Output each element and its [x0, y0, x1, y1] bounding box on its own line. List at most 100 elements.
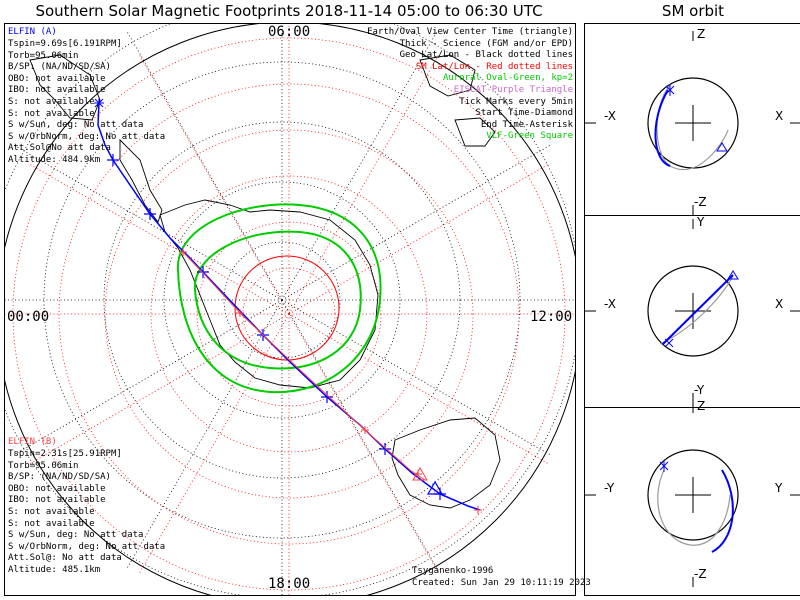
elfin-b-tick — [361, 426, 369, 434]
orbit-earth-circle — [647, 265, 739, 357]
elfin-a-center-triangle — [426, 480, 444, 495]
elfin-b-info-line: Altitude: 485.1km — [8, 565, 101, 575]
elfin-a-info-line: Att.Sol@No att data — [8, 143, 111, 154]
orbit-divider-1 — [584, 215, 800, 216]
elfin-b-info-line: Att.Sol@: No att data — [8, 553, 122, 564]
coastline — [454, 117, 496, 147]
sm-lon-line — [138, 53, 290, 315]
orbit-earth-circle — [647, 449, 739, 541]
clock-label-bottom: 18:00 — [268, 576, 311, 592]
coastline — [119, 138, 163, 223]
elfin-a-name: ELFIN (A) — [8, 27, 57, 37]
orbit-axis-label-bottom: -Y — [694, 383, 705, 397]
elfin-b-info-line: S: not available — [8, 518, 95, 529]
geo-lon-line — [13, 144, 283, 301]
orbit-b-path — [659, 275, 734, 345]
legend-item: VLF-Green Square — [486, 131, 573, 142]
sm-lon-line — [28, 163, 290, 315]
legend-item: Thick - Science (FGM and/or EPD) — [399, 38, 573, 49]
orbit-axis-label-right: X — [775, 109, 784, 123]
legend-item: End Time-Asterisk — [480, 119, 573, 130]
elfin-a-info-line: S w/Sun, deg: No att data — [8, 120, 144, 131]
orbit-panels-frame — [584, 23, 800, 596]
orbit-axis-label-top: Z — [697, 399, 706, 413]
sm-lon-line — [138, 313, 290, 575]
legend-item: EISCAT-Purple Triangle — [453, 85, 573, 95]
sm-lon-line — [288, 313, 440, 575]
elfin-a-info-line: Altitude: 484.9km — [8, 155, 101, 165]
elfin-b-info-line: OBO: not available — [8, 483, 106, 494]
legend-item: SM Lat/Lon - Red dotted lines — [415, 61, 573, 72]
auroral-oval-outer — [176, 203, 382, 394]
elfin-b-tick — [474, 506, 482, 514]
elfin-a-tick — [144, 208, 156, 220]
geo-lon-line — [281, 144, 551, 301]
elfin-a-info-line: S w/OrbNorm, deg: No att data — [8, 131, 166, 142]
clock-label-right: 12:00 — [530, 309, 573, 325]
elfin-b-name: ELFIN (B) — [8, 437, 57, 447]
coastline — [391, 417, 501, 509]
footprint-map-frame — [4, 23, 576, 596]
orbit-a-path — [711, 469, 734, 553]
geo-lon-line — [281, 299, 551, 456]
coastline — [159, 199, 379, 389]
geo-lon-line — [126, 31, 283, 301]
clock-label-left: 00:00 — [7, 309, 50, 325]
sm-lat-circle — [12, 37, 566, 591]
coastline — [419, 54, 476, 97]
orbit-a-asterisk — [665, 84, 675, 96]
orbit-a-asterisk — [664, 338, 674, 348]
sm-inner-circle — [234, 255, 340, 361]
geo-lon-line — [281, 31, 438, 301]
clock-label-top: 06:00 — [268, 24, 311, 40]
orbit-axis-label-bottom: -Z — [694, 195, 707, 209]
orbit-a-asterisk — [659, 460, 669, 472]
elfin-b-tick — [179, 248, 187, 256]
legend-item: Start Time-Diamond — [475, 108, 573, 119]
orbit-axis-label-left: -X — [604, 297, 616, 311]
orbit-a-triangle — [727, 270, 739, 280]
orbit-a-triangle — [716, 142, 728, 152]
elfin-a-info-line: OBO: not available — [8, 73, 106, 84]
elfin-b-info-line: Tspin=2.31s[25.91RPM] — [8, 449, 122, 459]
legend-item: Auroral Oval-Green, kp=2 — [442, 73, 573, 84]
sm-lon-line — [288, 53, 440, 315]
elfin-b-info-line: IBO: not available — [8, 495, 106, 506]
sm-lon-line — [288, 163, 550, 315]
sm-lat-circle — [104, 129, 474, 499]
elfin-b-info-line: S: not available — [8, 507, 95, 517]
elfin-b-tick — [236, 309, 244, 317]
elfin-b-info-line: S w/OrbNorm, deg: No att data — [8, 541, 166, 552]
orbit-axis-label-top: Z — [697, 27, 706, 41]
coastline — [29, 54, 101, 121]
elfin-b-center-triangle — [412, 467, 428, 481]
legend-item: Tick Marks every 5min — [459, 96, 573, 107]
chart-title: Southern Solar Magnetic Footprints 2018-… — [35, 2, 543, 20]
elfin-b-info-line: Torb=95.06min — [8, 460, 79, 471]
sm-lat-circle — [150, 175, 428, 453]
elfin-a-tick — [197, 266, 209, 278]
elfin-b-track — [182, 251, 426, 481]
created-label: Created: Sun Jan 29 10:11:19 2023 — [412, 578, 591, 588]
elfin-a-info-line: Tspin=9.69s[6.191RPM] — [8, 39, 122, 49]
orbit-axis-label-left: -X — [604, 109, 616, 123]
elfin-b-info-line: S w/Sun, deg: No att data — [8, 530, 144, 541]
orbit-axis-label-right: Y — [775, 481, 783, 495]
elfin-a-info-line: IBO: not available — [8, 85, 106, 96]
elfin-a-info-line: Torb=95.06min — [8, 50, 79, 61]
orbit-a-path — [662, 274, 734, 345]
sm-lat-circle — [58, 83, 520, 545]
elfin-a-info-line: S: not available — [8, 97, 95, 107]
geo-lon-line — [13, 299, 283, 456]
elfin-a-track — [97, 102, 481, 511]
auroral-oval-inner — [193, 230, 362, 370]
geo-lat-circle — [103, 121, 461, 479]
elfin-a-tick — [107, 154, 119, 166]
sm-lon-line — [288, 313, 550, 465]
elfin-b-info-line: B/SP: (NA/ND/SD/SA) — [8, 472, 111, 483]
orbit-axis-label-bottom: -Z — [694, 567, 707, 581]
elfin-a-tick — [379, 443, 391, 455]
orbit-title: SM orbit — [661, 2, 725, 20]
geo-lat-circle — [163, 181, 401, 419]
